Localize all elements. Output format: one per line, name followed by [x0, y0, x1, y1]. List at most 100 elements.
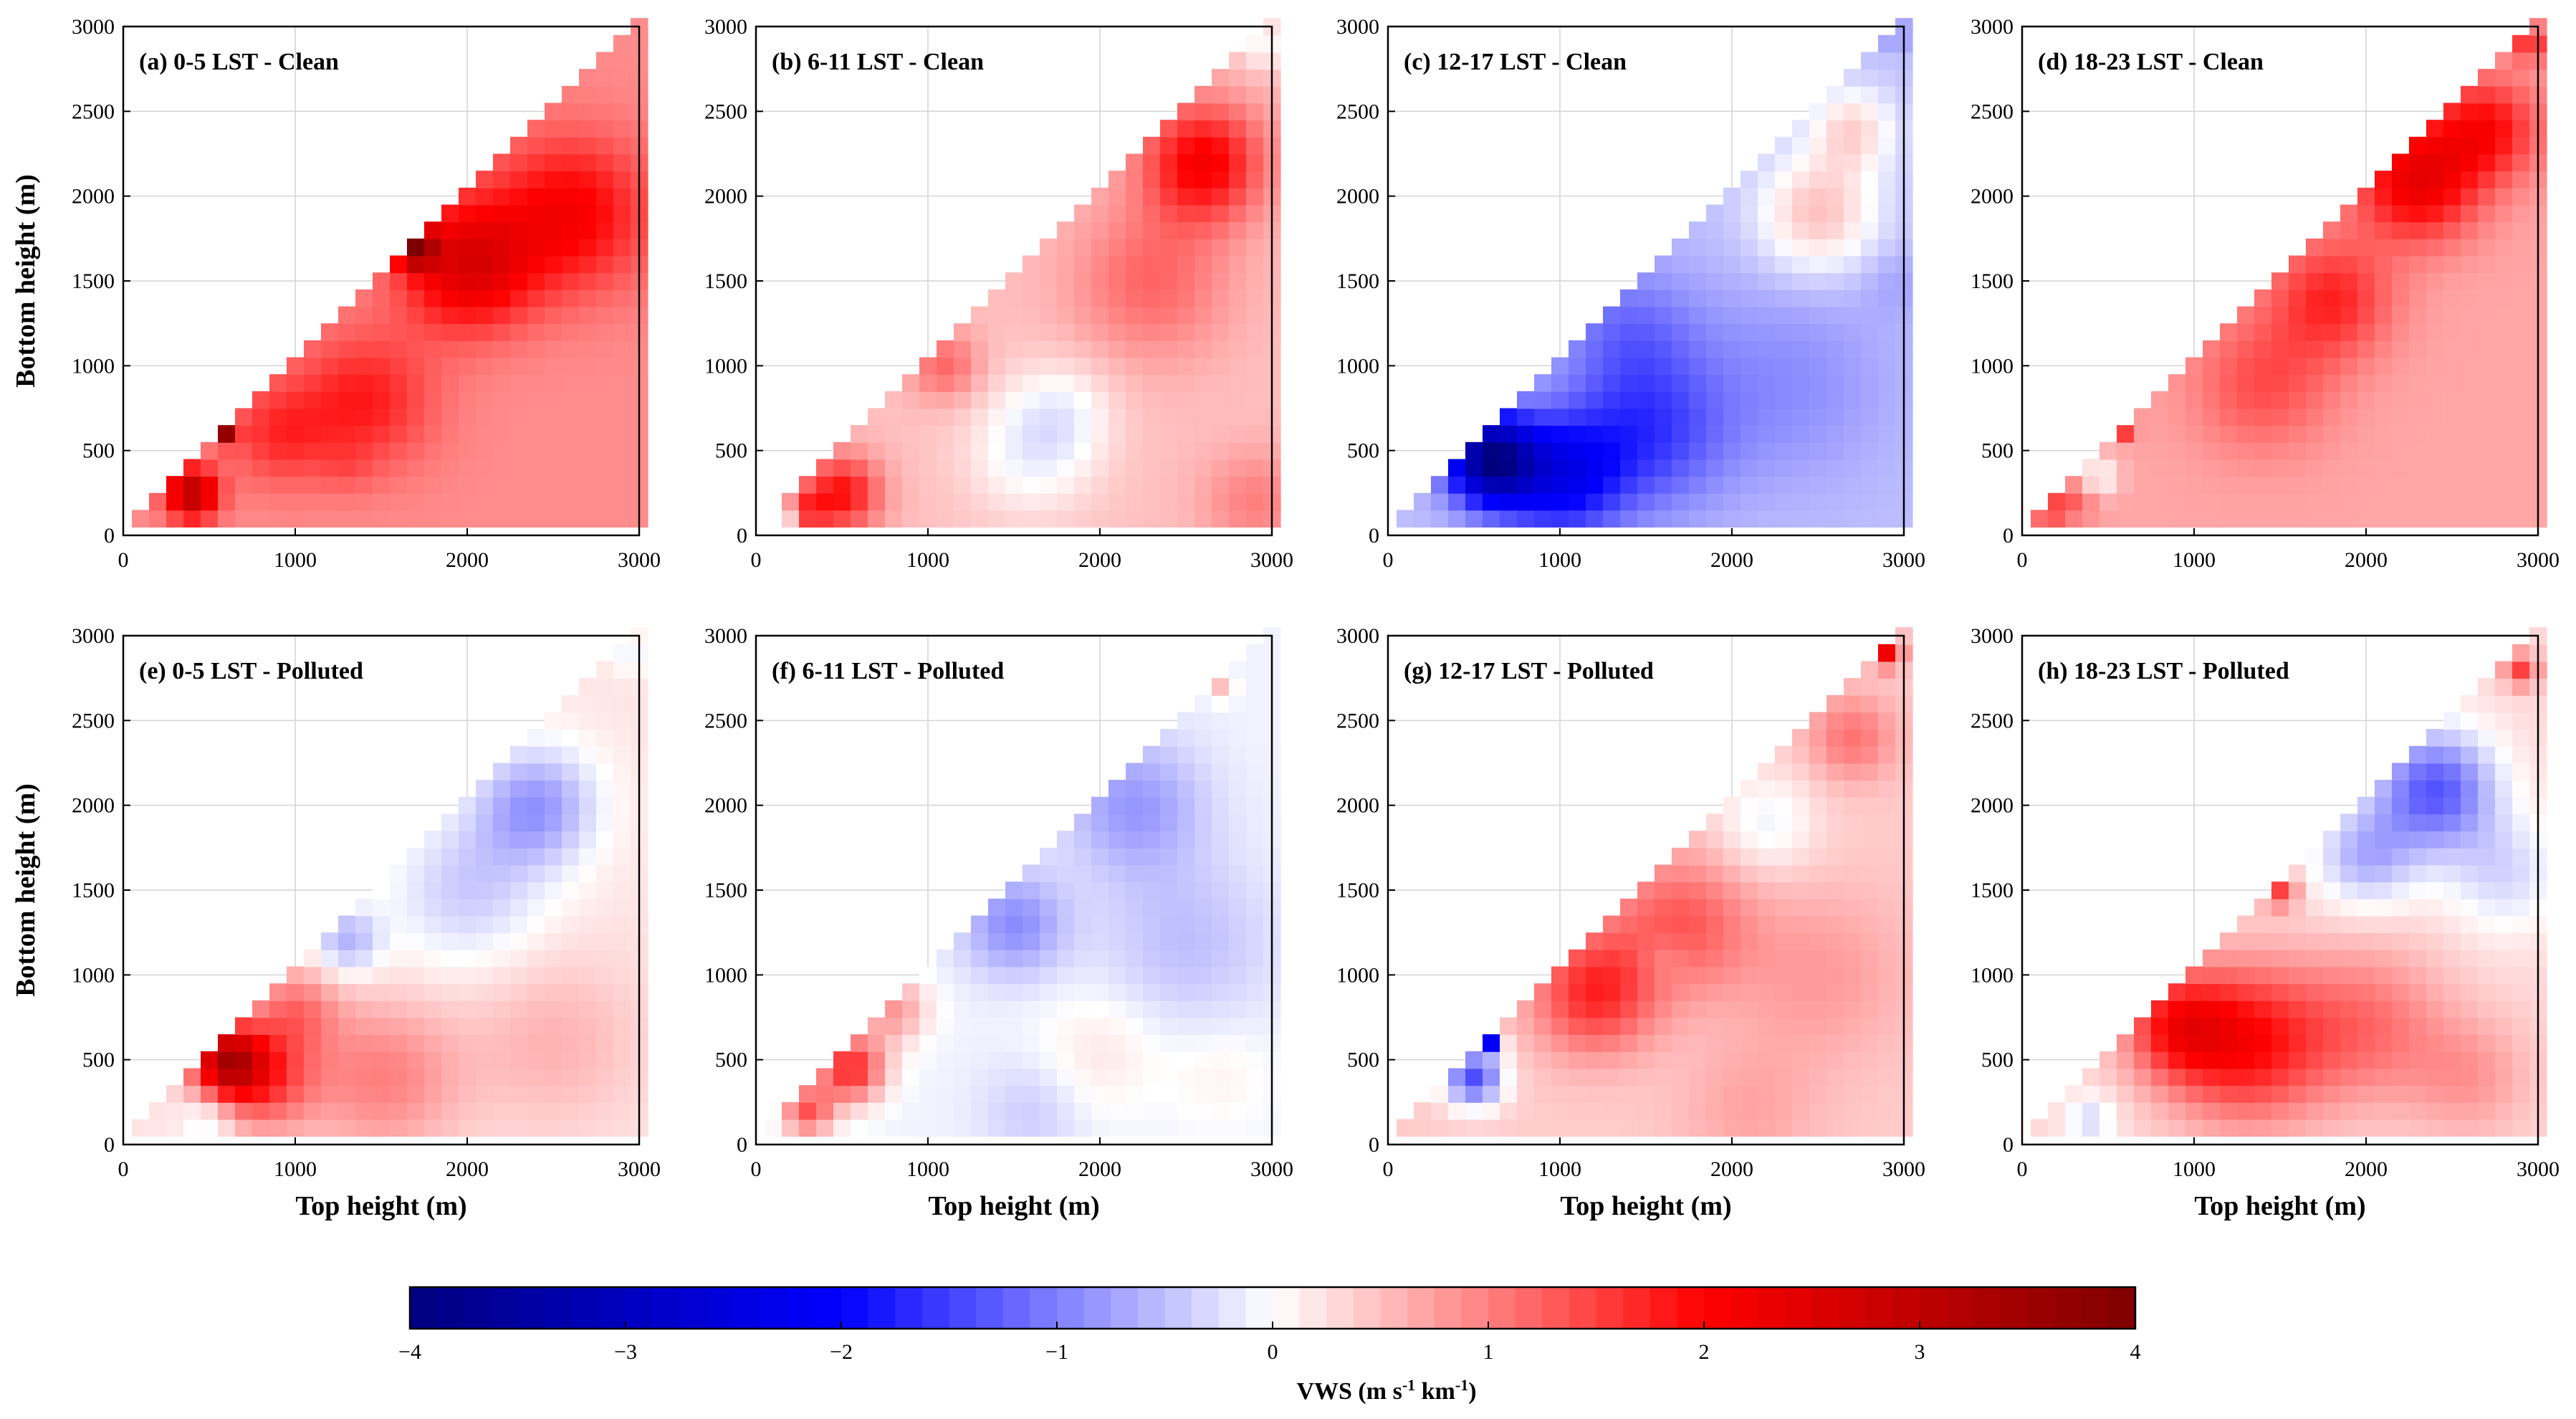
heatmap-cell: [2461, 492, 2479, 511]
panel-d: 0 1000 2000 3000050010001500200025003000(d)…: [1971, 15, 2560, 572]
heatmap-cell: [1792, 255, 1810, 274]
heatmap-cell: [2254, 1068, 2272, 1086]
heatmap-cell: [1074, 204, 1092, 223]
heatmap-cell: [2495, 340, 2513, 358]
heatmap-cell: [1758, 340, 1776, 358]
heatmap-cell: [493, 492, 511, 511]
heatmap-cell: [2220, 1085, 2238, 1103]
heatmap-cell: [596, 813, 614, 832]
heatmap-cell: [2220, 1068, 2238, 1086]
heatmap-cell: [2357, 441, 2375, 460]
heatmap-cell: [1689, 1085, 1707, 1103]
heatmap-cell: [1637, 932, 1655, 950]
heatmap-cell: [579, 289, 597, 307]
heatmap-cell: [1177, 238, 1195, 257]
heatmap-cell: [2168, 1068, 2186, 1086]
heatmap-cell: [1448, 459, 1466, 477]
heatmap-cell: [2512, 171, 2530, 188]
heatmap-cell: [527, 932, 545, 950]
heatmap-cell: [1672, 915, 1690, 934]
heatmap-cell: [424, 932, 442, 950]
heatmap-cell: [1229, 780, 1247, 798]
heatmap-cell: [1160, 915, 1178, 934]
heatmap-cell: [1023, 949, 1040, 968]
heatmap-cell: [1655, 340, 1672, 358]
heatmap-cell: [885, 510, 903, 528]
heatmap-cell: [1074, 847, 1092, 866]
heatmap-cell: [1792, 340, 1810, 358]
y-tick-label: 2000: [72, 185, 115, 209]
heatmap-cell: [1229, 1119, 1247, 1137]
heatmap-cell: [1637, 323, 1655, 341]
heatmap-cell: [902, 1000, 920, 1018]
heatmap-cell: [1246, 221, 1264, 239]
heatmap-cell: [596, 221, 614, 239]
heatmap-cell: [1229, 459, 1247, 477]
heatmap-cell: [1826, 1085, 1844, 1103]
colorbar: VWS (m s-1 km-1) −4 −3 −2 −1 0 1 2 3 4: [398, 1286, 2141, 1405]
heatmap-cell: [2306, 1034, 2324, 1052]
heatmap-cell: [1229, 813, 1247, 832]
heatmap-cell: [441, 492, 459, 511]
heatmap-cell: [1706, 221, 1724, 239]
heatmap-cell: [1023, 272, 1040, 290]
heatmap-cell: [1878, 831, 1896, 849]
heatmap-cell: [2323, 1102, 2341, 1120]
heatmap-cell: [2426, 425, 2444, 443]
heatmap-cell: [355, 441, 373, 460]
heatmap-cell: [1844, 796, 1862, 815]
heatmap-cell: [2289, 408, 2307, 426]
heatmap-cell: [2495, 831, 2513, 849]
heatmap-cell: [2426, 1119, 2444, 1137]
heatmap-cell: [2340, 425, 2358, 443]
heatmap-cell: [1246, 780, 1264, 798]
heatmap-cell: [2185, 492, 2203, 511]
heatmap-cell: [1792, 1034, 1810, 1052]
heatmap-cell: [562, 306, 580, 325]
heatmap-cell: [2478, 678, 2496, 696]
heatmap-cell: [2289, 1102, 2307, 1120]
heatmap-cell: [2495, 745, 2513, 764]
heatmap-cell: [510, 1034, 528, 1052]
heatmap-cell: [2289, 289, 2307, 307]
heatmap-cell: [613, 847, 631, 866]
heatmap-cell: [2512, 102, 2530, 121]
heatmap-cell: [2443, 1051, 2461, 1069]
heatmap-cell: [596, 425, 614, 443]
heatmap-cell: [441, 476, 459, 494]
heatmap-cell: [2443, 1017, 2461, 1036]
heatmap-cell: [304, 1017, 322, 1036]
heatmap-cell: [2392, 966, 2410, 985]
heatmap-cell: [252, 408, 270, 426]
heatmap-cell: [885, 1051, 903, 1069]
heatmap-cell: [527, 983, 545, 1001]
colorbar-band: [921, 1287, 950, 1329]
heatmap-cell: [545, 357, 562, 376]
heatmap-cell: [459, 1051, 477, 1069]
heatmap-cell: [2495, 1000, 2513, 1018]
heatmap-cell: [1040, 1119, 1058, 1137]
heatmap-cell: [919, 510, 937, 528]
heatmap-cell: [596, 255, 614, 274]
heatmap-cell: [2426, 932, 2444, 950]
heatmap-cell: [459, 847, 477, 866]
heatmap-cell: [1023, 864, 1040, 883]
heatmap-cell: [2426, 204, 2444, 223]
heatmap-cell: [2392, 847, 2410, 866]
heatmap-cell: [2443, 374, 2461, 392]
heatmap-cell: [1126, 408, 1144, 426]
x-tick-label: 1000: [274, 548, 317, 572]
y-tick-label: 0: [104, 1133, 115, 1157]
heatmap-cell: [1194, 102, 1212, 121]
heatmap-cell: [459, 357, 477, 376]
heatmap-cell: [596, 1068, 614, 1086]
heatmap-cell: [1194, 1000, 1212, 1018]
heatmap-cell: [1229, 153, 1247, 172]
heatmap-cell: [2512, 712, 2530, 730]
heatmap-cell: [2323, 1034, 2341, 1052]
heatmap-cell: [493, 1068, 511, 1086]
heatmap-cell: [476, 171, 494, 188]
heatmap-cell: [1844, 85, 1862, 104]
heatmap-cell: [2340, 847, 2358, 866]
heatmap-cell: [527, 1102, 545, 1120]
